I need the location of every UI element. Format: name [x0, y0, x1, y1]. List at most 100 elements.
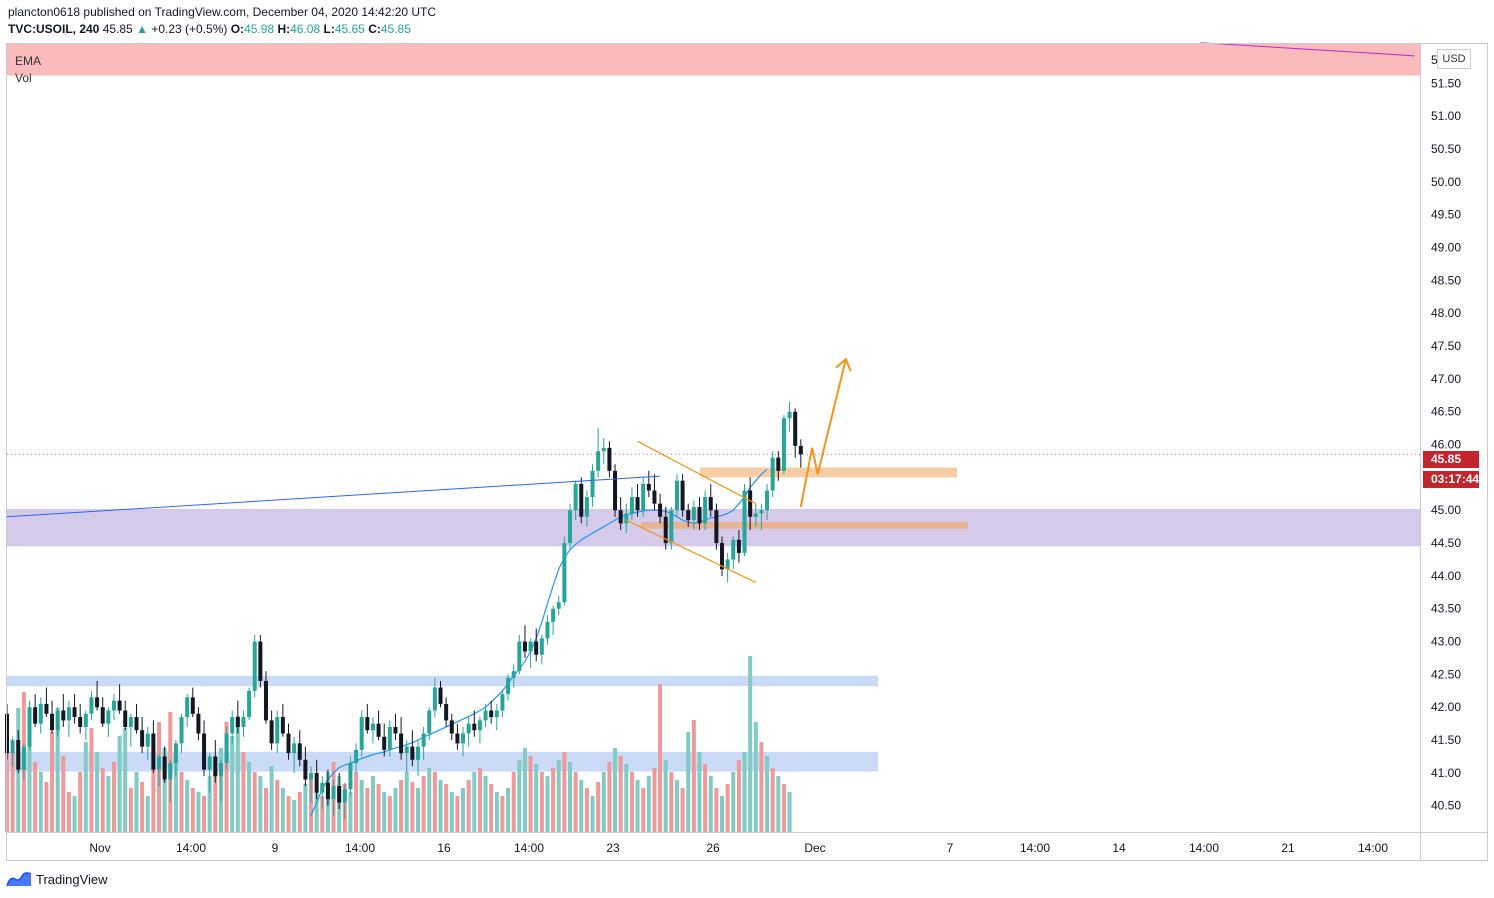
volume-bar: [128, 788, 133, 832]
volume-bar: [534, 764, 539, 832]
volume-bar: [641, 788, 646, 832]
volume-bar: [686, 732, 691, 832]
volume-bar: [359, 780, 364, 832]
volume-bar: [466, 780, 471, 832]
candle-body: [258, 641, 263, 681]
candle-body: [359, 717, 364, 750]
volume-bar: [736, 760, 741, 832]
x-tick-label: Nov: [89, 841, 110, 855]
volume-bar: [489, 784, 494, 832]
volume-bar: [66, 792, 71, 832]
candle-body: [748, 490, 753, 517]
volume-bar: [263, 788, 268, 832]
volume-bar: [241, 752, 246, 832]
volume-bar: [674, 780, 679, 832]
volume-bar: [720, 796, 725, 832]
candle-body: [393, 726, 398, 734]
volume-bar: [539, 772, 544, 832]
candle-body: [83, 713, 88, 727]
candle-body: [517, 641, 522, 672]
candle-body: [145, 733, 150, 747]
volume-bar: [247, 762, 252, 832]
volume-bar: [669, 772, 674, 832]
volume-bar: [258, 776, 263, 832]
symbol-name[interactable]: TVC:USOIL, 240: [8, 22, 100, 36]
volume-bar: [753, 722, 758, 832]
volume-bar: [477, 768, 482, 832]
candle-body: [421, 733, 426, 747]
volume-bar: [742, 752, 747, 832]
volume-bar: [72, 796, 77, 832]
candle-body: [342, 789, 347, 803]
volume-bar: [573, 772, 578, 832]
candle-body: [438, 687, 443, 704]
volume-bar: [461, 788, 466, 832]
volume-bar: [83, 742, 88, 832]
candle-body: [196, 713, 201, 734]
volume-bar: [370, 776, 375, 832]
volume-bar: [123, 728, 128, 832]
y-tick-label: 44.00: [1431, 569, 1461, 583]
volume-bar: [106, 776, 111, 832]
volume-bar: [78, 772, 83, 832]
ema-indicator-label[interactable]: EMA: [15, 54, 42, 68]
volume-bar: [483, 776, 488, 832]
volume-bar: [759, 742, 764, 832]
candle-body: [100, 707, 105, 724]
volume-bar: [438, 780, 443, 832]
volume-bar: [731, 772, 736, 832]
candle-body: [770, 457, 775, 491]
volume-bar: [376, 784, 381, 832]
candle-body: [477, 720, 482, 731]
candle-body: [185, 697, 190, 718]
volume-bar: [196, 792, 201, 832]
candle-body: [624, 513, 629, 524]
volume-bar: [404, 772, 409, 832]
y-tick-label: 46.00: [1431, 438, 1461, 452]
candle-body: [697, 506, 702, 524]
candle-body: [320, 782, 325, 793]
currency-button[interactable]: USD: [1437, 49, 1471, 69]
y-tick-label: 42.00: [1431, 700, 1461, 714]
volume-bar: [444, 784, 449, 832]
blue-long-trendline: [6, 475, 661, 518]
candle-body: [140, 730, 145, 747]
volume-bar: [297, 792, 302, 832]
last-value: 45.85: [102, 22, 133, 36]
candle-body: [584, 497, 589, 517]
x-tick-label: 14:00: [345, 841, 375, 855]
candle-body: [781, 418, 786, 471]
candle-body: [511, 671, 516, 678]
y-tick-label: 42.50: [1431, 667, 1461, 681]
candle-body: [354, 749, 359, 764]
vol-indicator-label[interactable]: Vol: [15, 71, 32, 85]
candle-body: [601, 447, 606, 452]
candle-body: [613, 470, 618, 511]
volume-bar: [607, 762, 612, 832]
candle-body: [382, 736, 387, 750]
y-tick-label: 40.50: [1431, 799, 1461, 813]
volume-bar: [551, 768, 556, 832]
candle-body: [506, 677, 511, 695]
volume-bar: [415, 788, 420, 832]
candle-body: [190, 697, 195, 714]
candle-body: [21, 746, 26, 770]
orange-zone-bottom: [641, 522, 968, 529]
footer-branding[interactable]: TradingView: [6, 871, 108, 887]
volume-bar: [522, 748, 527, 832]
candle-body: [106, 710, 111, 724]
candle-body: [596, 451, 601, 471]
y-tick-label: 49.50: [1431, 208, 1461, 222]
x-tick-label: 7: [947, 841, 954, 855]
brand-name: TradingView: [36, 871, 108, 887]
candle-body: [95, 697, 100, 708]
volume-bar: [365, 788, 370, 832]
volume-bar: [393, 788, 398, 832]
candle-body: [618, 510, 623, 524]
candle-body: [128, 717, 133, 727]
candle-body: [151, 733, 156, 770]
candle-body: [157, 756, 162, 770]
projection-arrowhead: [835, 357, 852, 372]
channel-lower-line: [626, 519, 757, 584]
